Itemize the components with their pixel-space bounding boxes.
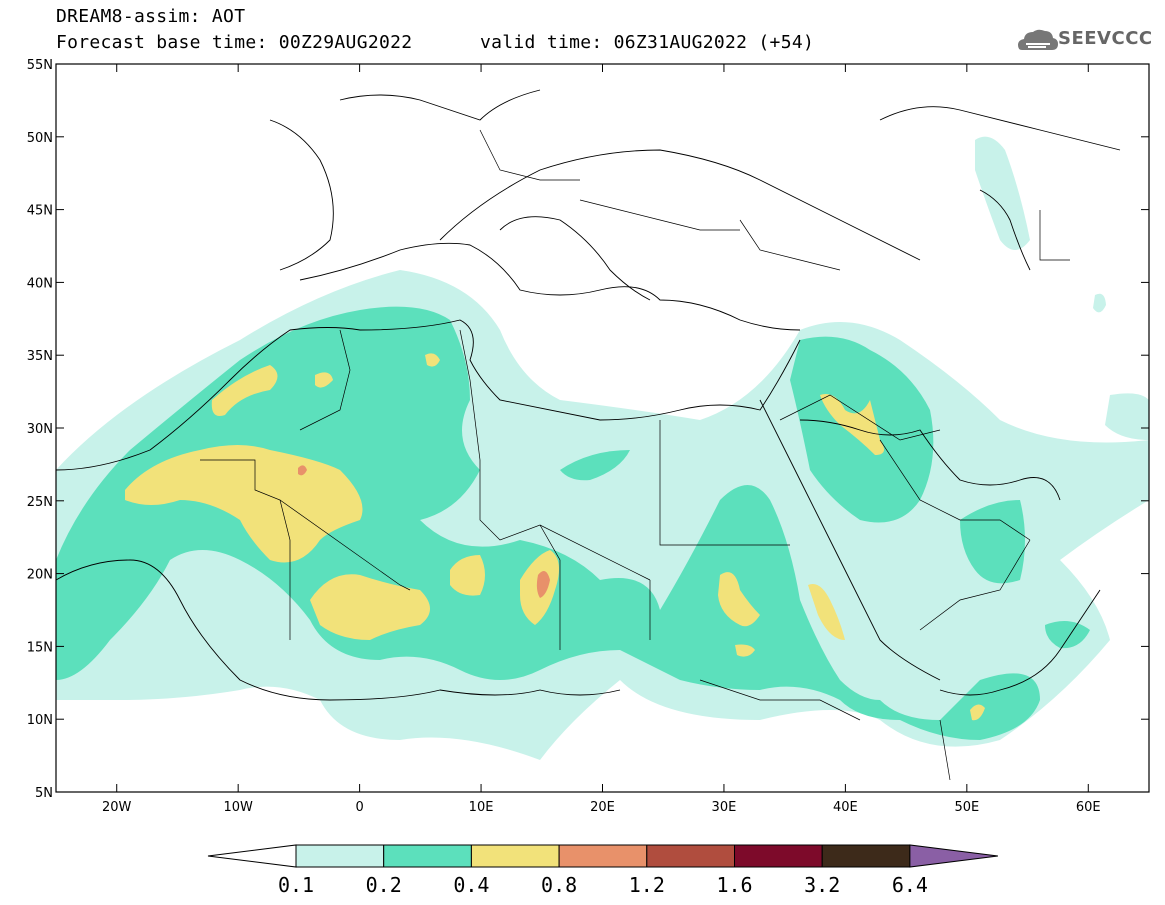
lon-tick-label: 40E [833, 800, 858, 815]
colorbar-segment [470, 844, 560, 868]
colorbar-segment [295, 844, 385, 868]
colorbar: 0.1 0.2 0.4 0.8 1.2 1.6 3.2 6.4 [207, 844, 998, 897]
colorbar-label: 0.4 [453, 873, 489, 897]
forecast-base-time: Forecast base time: 00Z29AUG2022 [56, 32, 413, 53]
country-borders [200, 129, 1070, 781]
colorbar-segment [383, 844, 472, 868]
colorbar-under-triangle [207, 844, 297, 868]
aot-contours [56, 136, 1149, 760]
map-title: DREAM8-assim: AOT [56, 6, 246, 27]
lat-tick-label: 20N [27, 568, 53, 583]
colorbar-label: 0.2 [366, 873, 402, 897]
aot-level-0.8 [298, 465, 550, 598]
lon-tick-label: 10E [469, 800, 494, 815]
lon-tick-label: 10W [223, 800, 253, 815]
lat-tick-label: 55N [27, 58, 53, 73]
lon-tick-label: 30E [712, 800, 737, 815]
lat-tick-label: 50N [27, 131, 53, 146]
coastlines [56, 89, 1121, 701]
colorbar-segment [734, 844, 823, 868]
colorbar-label: 3.2 [804, 873, 840, 897]
logo-text: SEEVCCC [1058, 28, 1153, 49]
lon-tick-label: 20E [590, 800, 615, 815]
lon-tick-label: 0 [355, 800, 363, 815]
colorbar-label: 1.2 [629, 873, 665, 897]
lat-tick-label: 40N [27, 276, 53, 291]
valid-time: valid time: 06Z31AUG2022 (+54) [480, 32, 815, 53]
lat-tick-label: 45N [27, 204, 53, 219]
longitude-axis: 20W 10W 0 10E 20E 30E 40E 50E 60E [102, 64, 1101, 815]
lon-tick-label: 50E [954, 800, 979, 815]
colorbar-label: 0.8 [541, 873, 577, 897]
colorbar-label: 0.1 [278, 873, 314, 897]
colorbar-segment [646, 844, 735, 868]
colorbar-over-triangle [909, 844, 998, 868]
colorbar-label: 6.4 [892, 873, 928, 897]
cloud-logo-icon [1018, 29, 1058, 50]
colorbar-segment [821, 844, 911, 868]
lon-tick-label: 60E [1076, 800, 1101, 815]
latitude-axis: 5N 10N 15N 20N 25N 30N 35N 40N 45N 50N 55N [27, 58, 1149, 801]
lat-tick-label: 25N [27, 495, 53, 510]
lon-tick-label: 20W [102, 800, 132, 815]
lat-tick-label: 10N [27, 713, 53, 728]
colorbar-label: 1.6 [716, 873, 752, 897]
lat-tick-label: 30N [27, 422, 53, 437]
lat-tick-label: 15N [27, 640, 53, 655]
lat-tick-label: 35N [27, 349, 53, 364]
colorbar-segment [558, 844, 648, 868]
lat-tick-label: 5N [35, 786, 53, 801]
